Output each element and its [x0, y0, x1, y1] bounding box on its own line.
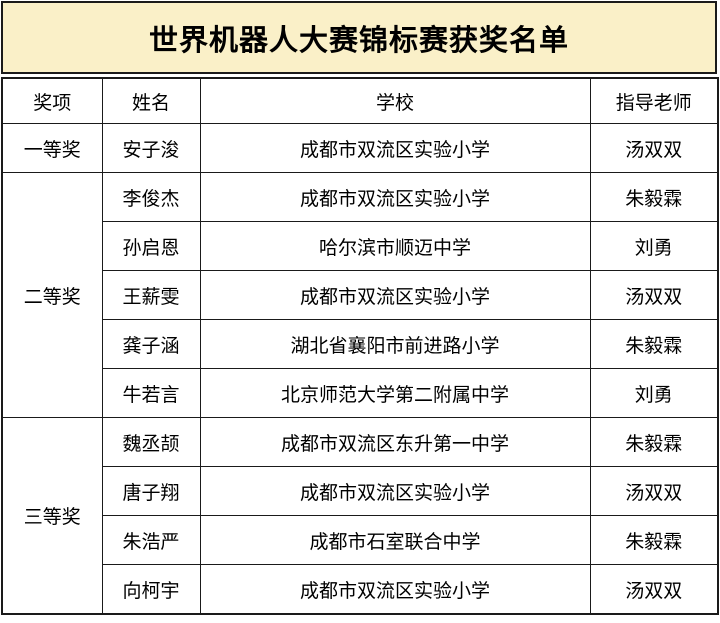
name-cell: 安子浚: [101, 123, 201, 173]
header-award: 奖项: [1, 77, 103, 124]
table-row: 唐子翔 成都市双流区实验小学 汤双双: [2, 466, 719, 516]
table-row: 二等奖 李俊杰 成都市双流区实验小学 朱毅霖: [1, 172, 719, 418]
award-cell-third-prize: 三等奖: [1, 417, 103, 615]
name-cell: 龚子涵: [101, 319, 201, 369]
school-cell: 成都市双流区实验小学: [199, 270, 591, 320]
header-name: 姓名: [101, 77, 201, 124]
school-cell: 成都市石室联合中学: [199, 515, 591, 565]
teacher-cell: 朱毅霖: [589, 172, 719, 222]
school-cell: 湖北省襄阳市前进路小学: [199, 319, 591, 369]
teacher-cell: 朱毅霖: [589, 417, 719, 467]
teacher-cell: 汤双双: [589, 564, 719, 615]
awards-table: 奖项 姓名 学校 指导老师 一等奖 安子浚 成都市双流区实验小学 汤双双 二等奖…: [1, 77, 719, 615]
table-row: 三等奖 魏丞颉 成都市双流区东升第一中学 朱毅霖: [1, 417, 719, 615]
teacher-cell: 刘勇: [589, 368, 719, 418]
school-cell: 成都市双流区实验小学: [199, 466, 591, 516]
name-cell: 李俊杰: [101, 172, 201, 222]
name-cell: 朱浩严: [101, 515, 201, 565]
header-school: 学校: [199, 77, 591, 124]
teacher-cell: 朱毅霖: [589, 319, 719, 369]
school-cell: 成都市双流区东升第一中学: [199, 417, 591, 467]
table-row: 龚子涵 湖北省襄阳市前进路小学 朱毅霖: [2, 319, 719, 369]
award-cell-second-prize: 二等奖: [1, 172, 103, 418]
name-cell: 王薪雯: [101, 270, 201, 320]
name-cell: 牛若言: [101, 368, 201, 418]
name-cell: 向柯宇: [101, 564, 201, 615]
school-cell: 成都市双流区实验小学: [199, 123, 591, 173]
table-title: 世界机器人大赛锦标赛获奖名单: [1, 1, 717, 74]
table-row: 一等奖 安子浚 成都市双流区实验小学 汤双双: [1, 123, 719, 173]
table-row: 孙启恩 哈尔滨市顺迈中学 刘勇: [2, 221, 719, 271]
school-cell: 成都市双流区实验小学: [199, 172, 591, 222]
teacher-cell: 汤双双: [589, 123, 719, 173]
award-cell-first-prize: 一等奖: [1, 123, 103, 173]
table-row: 王薪雯 成都市双流区实验小学 汤双双: [2, 270, 719, 320]
header-row: 奖项 姓名 学校 指导老师: [1, 77, 719, 124]
school-cell: 哈尔滨市顺迈中学: [199, 221, 591, 271]
name-cell: 魏丞颉: [101, 417, 201, 467]
teacher-cell: 朱毅霖: [589, 515, 719, 565]
table-row: 向柯宇 成都市双流区实验小学 汤双双: [2, 564, 719, 615]
school-cell: 成都市双流区实验小学: [199, 564, 591, 615]
name-cell: 孙启恩: [101, 221, 201, 271]
table-row: 朱浩严 成都市石室联合中学 朱毅霖: [2, 515, 719, 565]
header-teacher: 指导老师: [589, 77, 719, 124]
school-cell: 北京师范大学第二附属中学: [199, 368, 591, 418]
teacher-cell: 汤双双: [589, 270, 719, 320]
table-row: 牛若言 北京师范大学第二附属中学 刘勇: [2, 368, 719, 418]
teacher-cell: 刘勇: [589, 221, 719, 271]
teacher-cell: 汤双双: [589, 466, 719, 516]
name-cell: 唐子翔: [101, 466, 201, 516]
